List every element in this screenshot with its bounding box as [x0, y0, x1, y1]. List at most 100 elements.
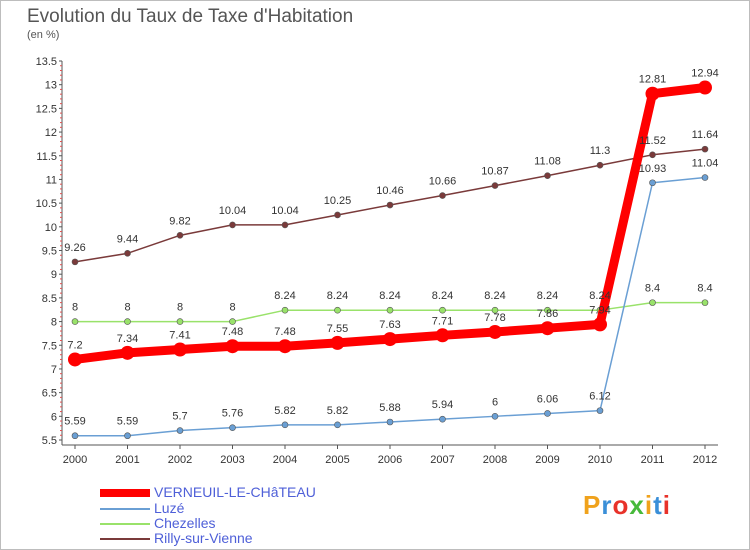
data-point [435, 328, 450, 343]
y-tick-label: 9.5 [42, 246, 57, 258]
data-label: 10.66 [429, 176, 457, 188]
y-tick-label: 8.5 [42, 293, 57, 305]
data-label: 8.4 [697, 283, 712, 295]
data-label: 8 [177, 302, 183, 314]
y-tick-label: 13 [45, 80, 57, 92]
data-point [281, 221, 289, 229]
data-point [71, 258, 79, 266]
x-tick-label: 2009 [535, 454, 559, 466]
data-label: 7.48 [222, 326, 243, 338]
data-label: 7.63 [379, 319, 400, 331]
data-label: 11.08 [534, 156, 561, 168]
data-point [281, 421, 289, 429]
data-point [645, 86, 660, 101]
data-point [176, 318, 184, 325]
data-label: 8.24 [274, 290, 295, 302]
data-label: 5.76 [222, 408, 243, 420]
y-tick-label: 11.5 [36, 151, 57, 163]
logo-letter: x [629, 490, 645, 520]
x-tick-label: 2007 [430, 454, 454, 466]
logo-letter: P [583, 490, 602, 520]
data-label: 5.82 [327, 405, 348, 417]
x-tick-label: 2010 [588, 454, 612, 466]
data-point [386, 418, 394, 426]
data-point [544, 410, 551, 417]
data-label: 7.48 [274, 326, 295, 338]
data-label: 6.12 [589, 391, 610, 403]
data-point [439, 306, 446, 314]
data-label: 9.44 [117, 233, 138, 245]
data-point [544, 306, 551, 314]
chart-title: Evolution du Taux de Taxe d'Habitation [27, 6, 354, 27]
data-point [383, 332, 397, 347]
data-point [225, 339, 240, 354]
y-tick-label: 6 [51, 411, 57, 423]
logo-letter: o [612, 490, 630, 520]
data-point [649, 299, 656, 306]
data-point [698, 80, 712, 95]
x-tick-label: 2008 [483, 454, 507, 466]
logo-letter: i [662, 490, 671, 520]
data-point [120, 345, 135, 360]
data-point [173, 342, 187, 357]
data-label: 10.46 [376, 185, 404, 197]
data-point [596, 407, 604, 414]
y-tick-label: 10 [45, 222, 57, 234]
legend-swatch [100, 489, 150, 497]
data-point [491, 182, 499, 189]
data-label: 5.7 [172, 411, 187, 423]
data-label: 12.81 [639, 74, 667, 86]
logo-letter: i [644, 490, 654, 520]
data-label: 10.25 [324, 195, 352, 207]
y-tick-label: 12.5 [36, 103, 57, 115]
data-label: 8.24 [484, 290, 505, 302]
data-label: 9.26 [64, 242, 85, 254]
data-label: 7.71 [432, 315, 453, 327]
x-tick-label: 2000 [63, 454, 87, 466]
legend-label: Luzé [154, 500, 185, 516]
data-point [71, 318, 79, 325]
legend-swatch [100, 523, 150, 525]
data-point [540, 321, 555, 336]
y-tick-label: 8 [51, 317, 57, 329]
data-label: 7.86 [537, 308, 558, 320]
logo-letter: t [653, 490, 663, 520]
data-label: 8.24 [432, 290, 453, 302]
data-label: 10.04 [219, 205, 247, 217]
data-label: 7.34 [117, 333, 138, 345]
data-label: 5.82 [274, 405, 295, 417]
y-tick-label: 11 [46, 174, 57, 186]
data-point [124, 432, 131, 440]
y-tick-label: 5.5 [42, 435, 57, 447]
data-point [701, 145, 709, 153]
x-tick-label: 2006 [378, 454, 402, 466]
data-label: 8 [229, 302, 235, 314]
logo-letter: r [601, 490, 613, 520]
legend-label: VERNEUIL-LE-CHâTEAU [154, 484, 316, 500]
data-label: 8.24 [537, 290, 558, 302]
data-label: 7.78 [484, 312, 505, 324]
data-label: 6.06 [537, 393, 558, 405]
x-tick-label: 2002 [168, 454, 192, 466]
data-point [124, 318, 131, 325]
data-label: 11.04 [692, 158, 719, 170]
data-point [278, 339, 292, 354]
x-tick-label: 2001 [115, 454, 139, 466]
data-label: 5.59 [117, 416, 138, 428]
data-point [176, 427, 184, 434]
data-point [439, 415, 446, 423]
data-label: 11.64 [692, 129, 719, 141]
data-point [124, 250, 131, 257]
x-tick-label: 2004 [273, 454, 297, 466]
data-point [593, 317, 607, 332]
data-label: 9.82 [169, 215, 190, 227]
data-point [386, 306, 394, 314]
y-tick-label: 7.5 [42, 340, 57, 352]
data-label: 12.94 [691, 68, 719, 80]
legend-swatch [100, 538, 150, 540]
legend-label: Rilly-sur-Vienne [154, 530, 253, 546]
data-point [491, 306, 499, 314]
data-label: 10.87 [481, 166, 509, 178]
data-point [491, 413, 499, 420]
